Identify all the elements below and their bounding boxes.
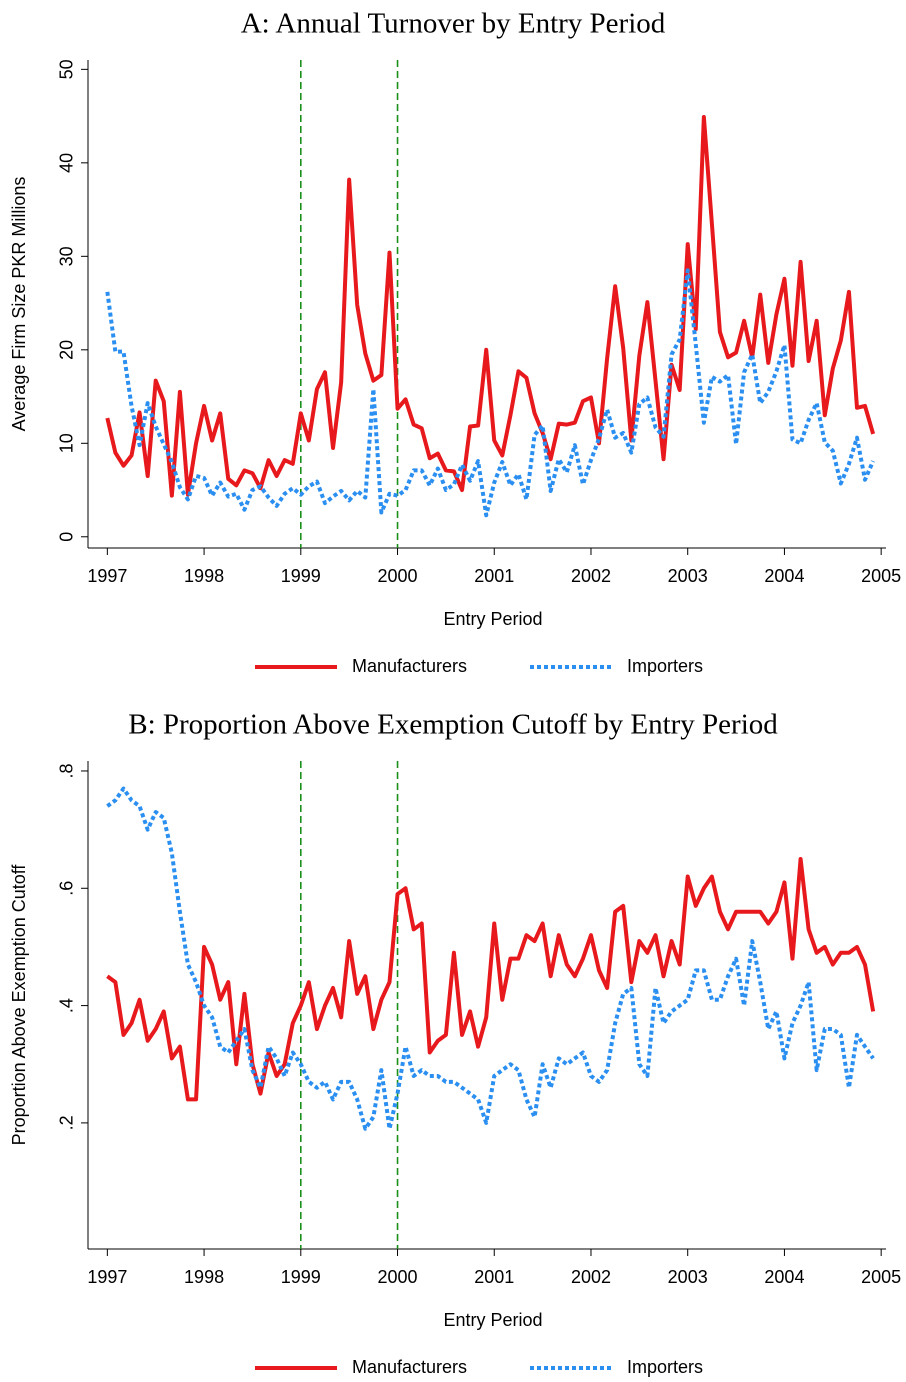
y-axis-title: Average Firm Size PKR Millions: [9, 177, 29, 432]
x-tick-label: 1999: [281, 566, 321, 586]
x-tick-label: 2001: [474, 566, 514, 586]
x-tick-label: 1998: [184, 566, 224, 586]
chart-title: B: Proportion Above Exemption Cutoff by …: [128, 709, 778, 741]
x-tick-label: 2004: [764, 566, 804, 586]
x-tick-label: 1999: [281, 1267, 321, 1287]
y-tick-label: .6: [57, 881, 77, 896]
x-tick-label: 1997: [87, 566, 127, 586]
x-tick-label: 2002: [571, 566, 611, 586]
x-tick-label: 2003: [668, 1267, 708, 1287]
y-tick-label: .8: [57, 763, 77, 778]
x-tick-label: 2003: [668, 566, 708, 586]
y-tick-label: .4: [57, 998, 77, 1013]
legend-label: Manufacturers: [352, 656, 467, 676]
y-axis-title: Proportion Above Exemption Cutoff: [9, 864, 29, 1146]
series-line: [105, 268, 875, 518]
y-tick-label: 20: [57, 340, 77, 360]
x-axis-title: Entry Period: [443, 1310, 542, 1330]
x-tick-label: 2000: [378, 566, 418, 586]
y-tick-label: 30: [57, 246, 77, 266]
x-axis-title: Entry Period: [443, 609, 542, 629]
x-tick-label: 2000: [378, 1267, 418, 1287]
x-tick-label: 2004: [764, 1267, 804, 1287]
x-tick-label: 2002: [571, 1267, 611, 1287]
y-tick-label: 50: [57, 59, 77, 79]
series-line: [106, 856, 876, 1102]
y-tick-label: 10: [57, 433, 77, 453]
series-line: [105, 115, 876, 498]
x-tick-label: 2005: [861, 566, 901, 586]
y-tick-label: .2: [57, 1115, 77, 1130]
x-tick-label: 1997: [87, 1267, 127, 1287]
x-tick-label: 1998: [184, 1267, 224, 1287]
legend-label: Importers: [627, 1357, 703, 1377]
series-line: [106, 786, 875, 1131]
y-tick-label: 40: [57, 153, 77, 173]
legend-label: Importers: [627, 656, 703, 676]
y-tick-label: 0: [57, 532, 77, 542]
legend-label: Manufacturers: [352, 1357, 467, 1377]
x-tick-label: 2005: [861, 1267, 901, 1287]
x-tick-label: 2001: [474, 1267, 514, 1287]
chart-title: A: Annual Turnover by Entry Period: [241, 8, 666, 40]
